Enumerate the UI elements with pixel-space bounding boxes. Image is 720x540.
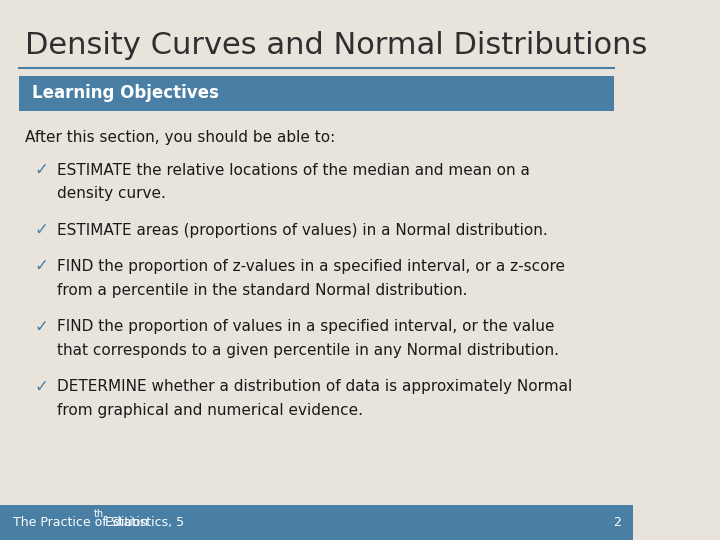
Text: from a percentile in the standard Normal distribution.: from a percentile in the standard Normal…	[57, 283, 467, 298]
Text: Edition: Edition	[102, 516, 148, 529]
Text: DETERMINE whether a distribution of data is approximately Normal: DETERMINE whether a distribution of data…	[57, 379, 572, 394]
Text: ESTIMATE areas (proportions of values) in a Normal distribution.: ESTIMATE areas (proportions of values) i…	[57, 222, 548, 238]
Text: that corresponds to a given percentile in any Normal distribution.: that corresponds to a given percentile i…	[57, 343, 559, 357]
Text: ✓: ✓	[35, 377, 48, 395]
Text: ESTIMATE the relative locations of the median and mean on a: ESTIMATE the relative locations of the m…	[57, 163, 530, 178]
Text: ✓: ✓	[35, 161, 48, 179]
Text: The Practice of Statistics, 5: The Practice of Statistics, 5	[13, 516, 184, 529]
Text: ✓: ✓	[35, 258, 48, 275]
Text: FIND the proportion of z-values in a specified interval, or a z-score: FIND the proportion of z-values in a spe…	[57, 259, 565, 274]
Text: Learning Objectives: Learning Objectives	[32, 84, 219, 102]
FancyBboxPatch shape	[0, 505, 634, 540]
Text: density curve.: density curve.	[57, 186, 166, 201]
Text: Density Curves and Normal Distributions: Density Curves and Normal Distributions	[25, 31, 648, 60]
Text: th: th	[94, 509, 104, 519]
Text: from graphical and numerical evidence.: from graphical and numerical evidence.	[57, 403, 363, 418]
Text: FIND the proportion of values in a specified interval, or the value: FIND the proportion of values in a speci…	[57, 319, 554, 334]
Text: After this section, you should be able to:: After this section, you should be able t…	[25, 130, 336, 145]
Text: ✓: ✓	[35, 318, 48, 335]
Text: ✓: ✓	[35, 221, 48, 239]
Text: 2: 2	[613, 516, 621, 529]
FancyBboxPatch shape	[19, 76, 614, 111]
